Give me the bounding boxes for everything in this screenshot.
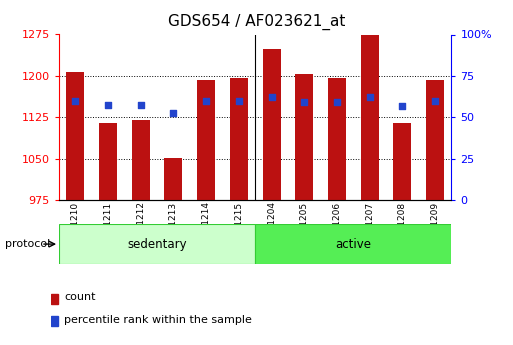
Point <box>169 111 177 116</box>
Point <box>136 102 145 107</box>
Point <box>202 98 210 104</box>
Text: count: count <box>64 293 95 302</box>
Bar <box>263 49 281 200</box>
Point <box>300 100 308 105</box>
Point <box>431 98 439 104</box>
Bar <box>361 34 379 200</box>
Bar <box>99 123 117 200</box>
Bar <box>230 78 248 200</box>
Text: active: active <box>336 238 371 250</box>
Bar <box>328 78 346 200</box>
Bar <box>51 294 58 304</box>
Point <box>267 94 275 100</box>
Text: protocol: protocol <box>5 239 50 249</box>
Point <box>366 94 374 100</box>
Point <box>71 98 80 104</box>
Text: GDS654 / AF023621_at: GDS654 / AF023621_at <box>168 14 345 30</box>
Bar <box>393 123 411 200</box>
Point <box>235 98 243 104</box>
Bar <box>59 224 255 264</box>
Point <box>104 102 112 107</box>
Bar <box>165 158 183 200</box>
Bar <box>51 316 58 326</box>
Bar <box>426 80 444 200</box>
Bar <box>197 80 215 200</box>
Bar <box>66 72 84 200</box>
Text: sedentary: sedentary <box>127 238 187 250</box>
Text: percentile rank within the sample: percentile rank within the sample <box>64 315 252 325</box>
Bar <box>132 120 150 200</box>
Bar <box>295 74 313 200</box>
Bar <box>255 224 451 264</box>
Point <box>398 104 406 109</box>
Point <box>333 100 341 105</box>
